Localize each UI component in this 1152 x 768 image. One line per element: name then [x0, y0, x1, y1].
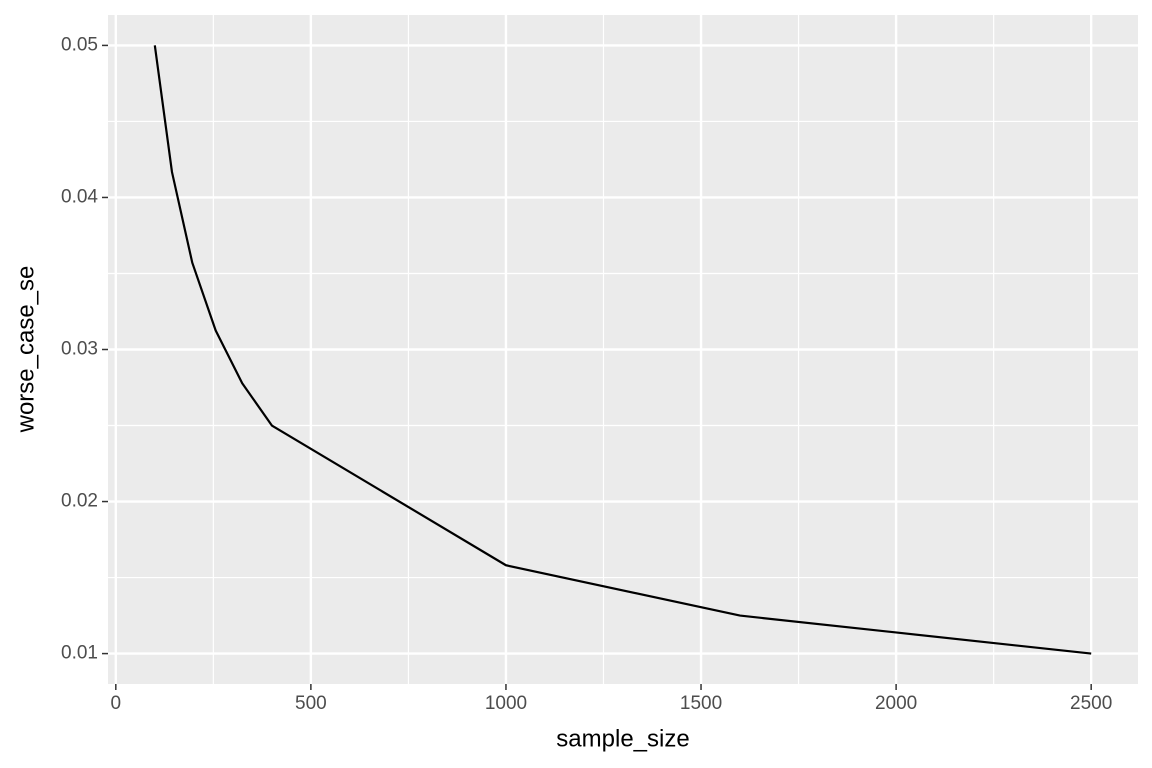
x-axis-title: sample_size	[556, 725, 689, 752]
y-tick-label: 0.01	[61, 643, 98, 664]
line	[153, 45, 1092, 655]
x-tick-label: 2500	[1070, 693, 1112, 714]
x-tick-label: 2000	[875, 693, 917, 714]
y-tick-label: 0.03	[61, 339, 98, 360]
marks	[153, 45, 1092, 655]
grid	[108, 15, 1138, 684]
y-tick-label: 0.05	[61, 34, 98, 55]
y-tick-label: 0.04	[61, 186, 98, 207]
x-tick-label: 1000	[485, 693, 527, 714]
x-tick-label: 1500	[680, 693, 722, 714]
x-tick-label: 0	[111, 693, 122, 714]
x-tick-label: 500	[295, 693, 327, 714]
y-tick-label: 0.02	[61, 491, 98, 512]
y-axis-title: worse_case_se	[12, 266, 39, 434]
